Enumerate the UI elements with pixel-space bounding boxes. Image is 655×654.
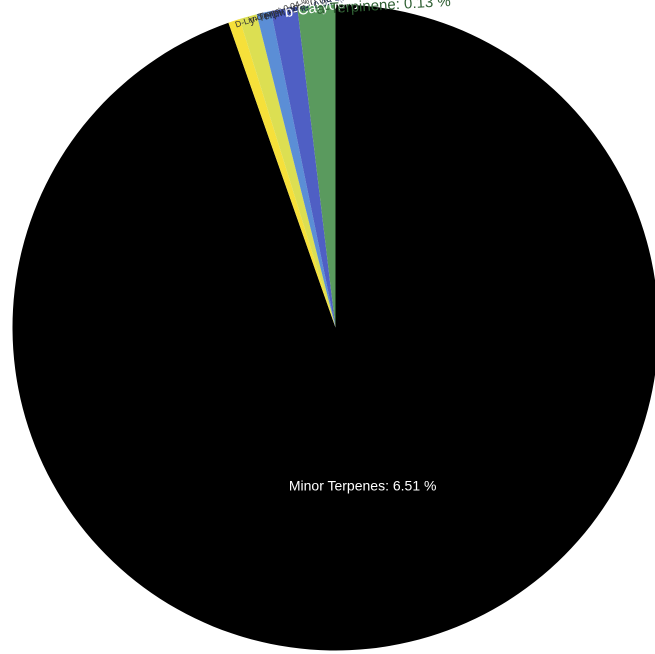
pie-slice-b-caryophyllene [271,6,336,328]
pie-slice-minor-terpenes [12,4,655,651]
pie-slices [12,4,655,651]
pie-label-minor-terpenes: Minor Terpenes: 6.51 % [289,477,437,493]
pie-slice-d-limonene [228,19,336,328]
pie-slice-humulene [256,10,336,328]
pie-slice-a-terpinene [297,4,336,328]
pie-slice-y-terpinene [239,14,336,328]
